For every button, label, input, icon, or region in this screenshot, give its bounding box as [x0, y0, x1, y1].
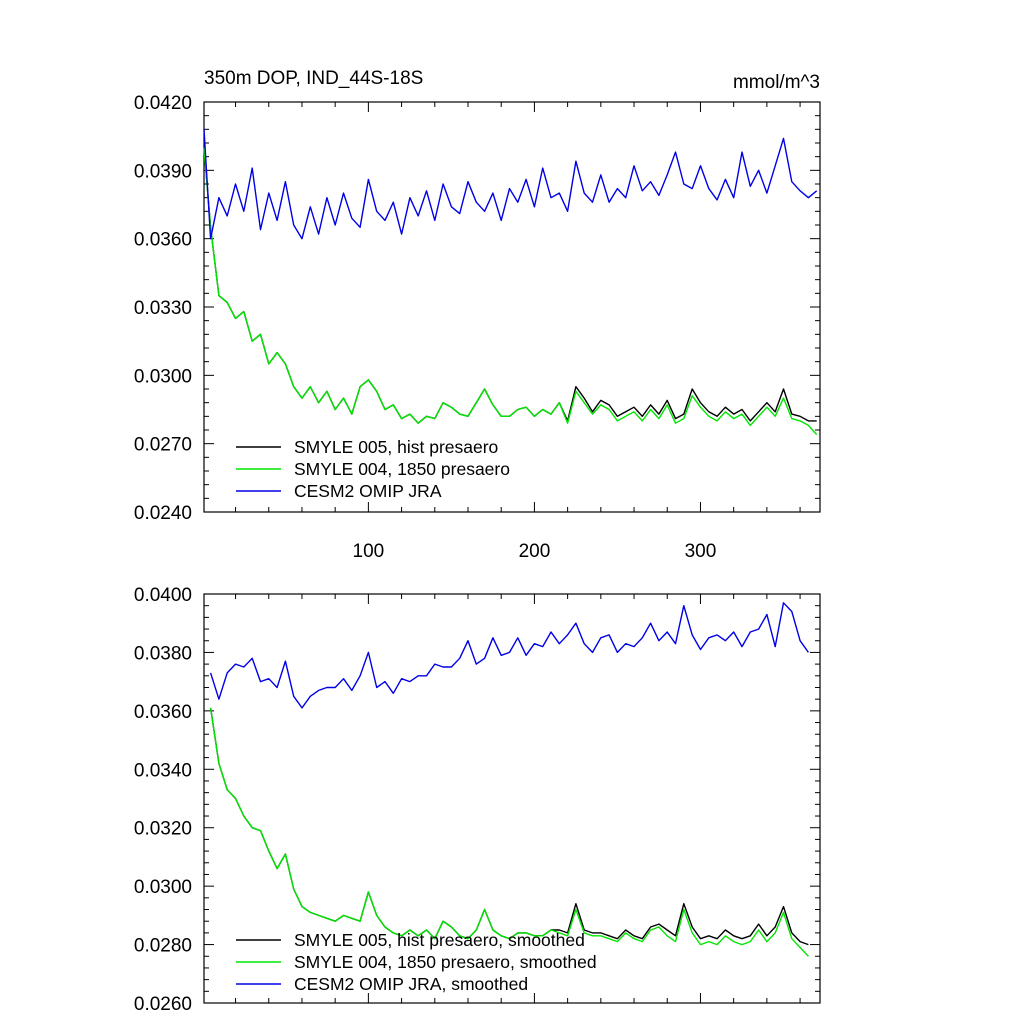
units-label: mmol/m^3	[733, 72, 820, 93]
y-tick-label: 0.0330	[134, 298, 192, 319]
bottom-panel: 0.0260 0.0280 0.0300 0.0320 0.0340 0.0360 0.03…	[134, 585, 821, 1015]
legend-label: CESM2 OMIP JRA	[294, 481, 442, 501]
y-tick-label: 0.0260	[134, 994, 192, 1015]
legend-label: SMYLE 005, hist presaero	[294, 437, 498, 457]
series-line-1	[209, 707, 809, 946]
y-tick-label: 0.0280	[134, 936, 192, 957]
y-tick-label: 0.0380	[134, 643, 192, 664]
series-line-3	[203, 129, 818, 240]
figure-title: 350m DOP, IND_44S-18S	[204, 68, 423, 89]
y-tick-label: 0.0360	[134, 702, 192, 723]
legend-label: SMYLE 004, 1850 presaero	[294, 459, 510, 479]
y-tick-label: 0.0320	[134, 819, 192, 840]
legend-label: CESM2 OMIP JRA, smoothed	[294, 974, 528, 994]
y-tick-label: 0.0420	[134, 93, 192, 114]
top-panel: 0.0240 0.0270 0.0300 0.0330 0.0360 0.0390 0.04…	[134, 93, 821, 562]
series-line-3	[209, 602, 809, 709]
y-tick-label: 0.0270	[134, 435, 192, 456]
series-line-2	[203, 147, 818, 436]
plot-frame	[203, 593, 821, 1004]
y-tick-label: 0.0390	[134, 161, 192, 182]
x-tick-label: 200	[519, 541, 551, 562]
y-tick-label: 0.0300	[134, 877, 192, 898]
y-tick-label: 0.0340	[134, 760, 192, 781]
series-line-2	[209, 707, 809, 957]
y-tick-label: 0.0240	[134, 503, 192, 524]
x-tick-label: 100	[353, 541, 385, 562]
y-tick-label: 0.0300	[134, 366, 192, 387]
legend-label: SMYLE 005, hist presaero, smoothed	[294, 930, 585, 950]
legend-label: SMYLE 004, 1850 presaero, smoothed	[294, 952, 597, 972]
y-tick-label: 0.0400	[134, 585, 192, 606]
y-tick-label: 0.0360	[134, 230, 192, 251]
x-tick-label: 300	[685, 541, 717, 562]
